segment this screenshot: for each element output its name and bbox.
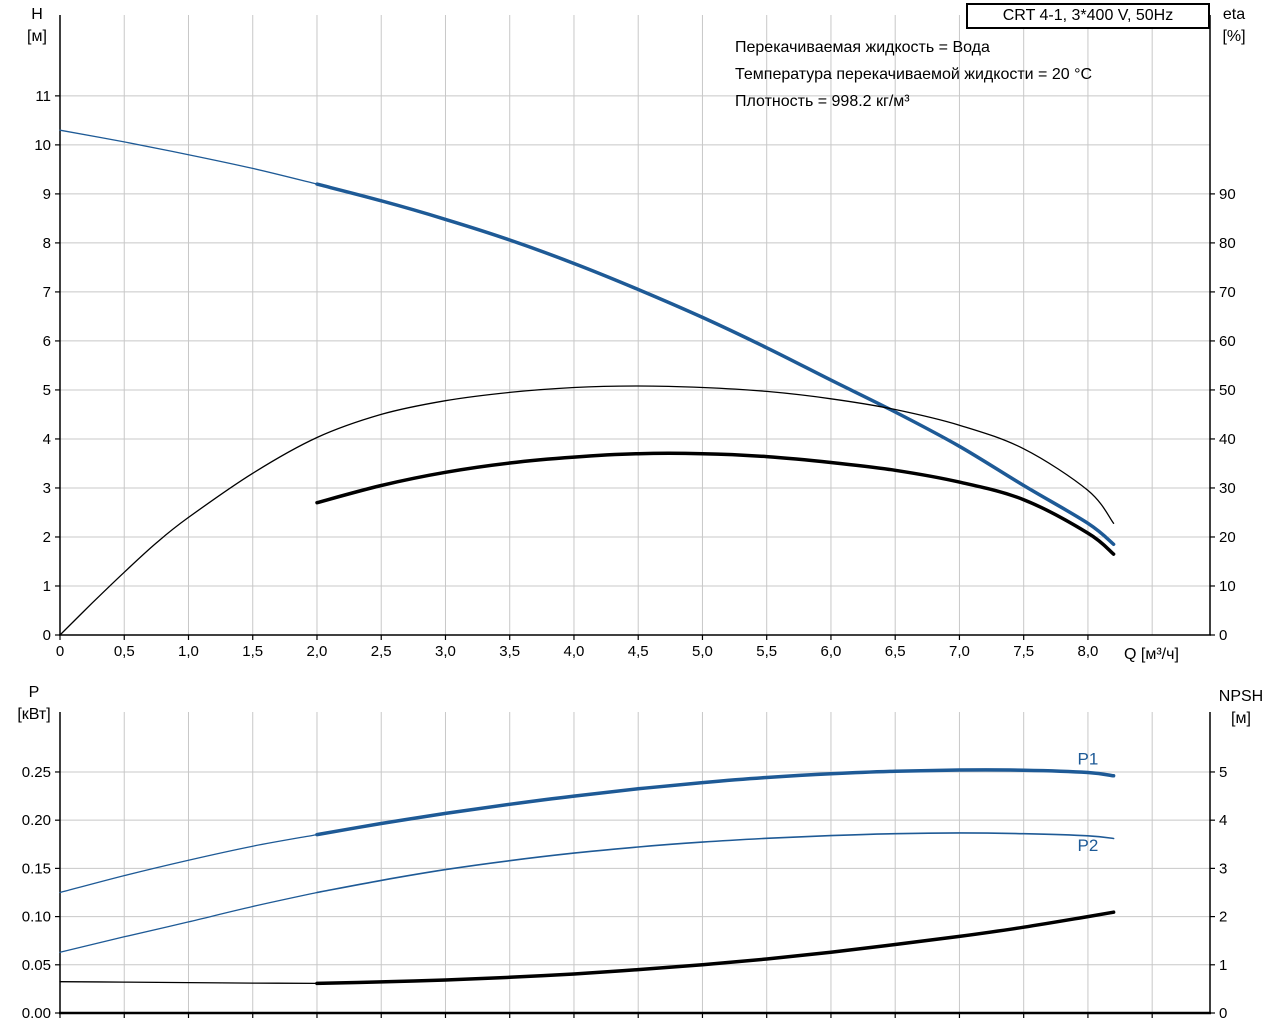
eta-pump-motor-curve xyxy=(315,451,1116,556)
right-axis-tick-label: 20 xyxy=(1219,529,1236,546)
p2-curve xyxy=(316,832,1115,894)
x-tick-label: 4,5 xyxy=(628,643,649,660)
left-axis-tick-label: 9 xyxy=(43,186,51,203)
eta-pump-curve xyxy=(59,385,1115,636)
x-tick-label: 3,0 xyxy=(435,643,456,660)
x-tick-label: 1,5 xyxy=(242,643,263,660)
left-axis-tick-label: 7 xyxy=(43,284,51,301)
left-axis-tick-label: 1 xyxy=(43,578,51,595)
x-tick-label: 5,5 xyxy=(756,643,777,660)
p-axis-title: P [кВт] xyxy=(8,682,60,726)
npsh-axis-title: NPSH [м] xyxy=(1210,686,1272,730)
left-axis-tick-label: 0 xyxy=(43,627,51,644)
pump-model-text: CRT 4-1, 3*400 V, 50Hz xyxy=(1002,7,1174,24)
left-axis-tick-label: 0.05 xyxy=(22,957,51,974)
x-tick-label: 5,0 xyxy=(692,643,713,660)
eta-axis-label: eta xyxy=(1222,6,1246,23)
qh-eta-chart: 0 0,5 1,0 1,5 2,0 2,5 3,0 3,5 4,0 4,5 5,0 5,5 6,0 6,5… xyxy=(34,15,1236,660)
liquid-info: Перекачиваемая жидкость = Вода Температу… xyxy=(735,34,1092,115)
left-axis-tick-label: 4 xyxy=(43,431,51,448)
left-axis-tick-label: 10 xyxy=(34,137,51,154)
npsh-axis-unit: [м] xyxy=(1231,710,1251,727)
head-curve-extrapolated xyxy=(59,129,318,185)
left-axis-tick-label: 0.20 xyxy=(22,812,51,829)
right-axis-tick-label: 0 xyxy=(1219,1005,1227,1022)
npsh-curve-extrapolated xyxy=(59,981,318,985)
left-axis-tick-label: 0.00 xyxy=(22,1005,51,1022)
right-axis-tick-label: 80 xyxy=(1219,235,1236,252)
p2-curve-extrapolated xyxy=(59,891,318,953)
pump-model-box: CRT 4-1, 3*400 V, 50Hz xyxy=(966,3,1210,29)
q-axis-title: Q [м³/ч] xyxy=(1124,646,1179,663)
npsh-curve xyxy=(315,910,1116,986)
x-tick-label: 7,0 xyxy=(949,643,970,660)
x-tick-label: 7,5 xyxy=(1013,643,1034,660)
x-tick-label: 0 xyxy=(56,643,64,660)
right-axis-tick-label: 1 xyxy=(1219,957,1227,974)
left-axis-tick-label: 2 xyxy=(43,529,51,546)
x-tick-label: 4,0 xyxy=(564,643,585,660)
x-tick-label: 2,5 xyxy=(371,643,392,660)
p2-label: P2 xyxy=(1078,836,1099,855)
h-axis-label: H xyxy=(31,6,43,23)
right-axis-tick-label: 40 xyxy=(1219,431,1236,448)
p1-label: P1 xyxy=(1078,749,1099,768)
eta-axis-title: eta [%] xyxy=(1206,4,1262,48)
right-axis-tick-label: 5 xyxy=(1219,764,1227,781)
x-tick-label: 1,0 xyxy=(178,643,199,660)
right-axis-tick-label: 10 xyxy=(1219,578,1236,595)
power-npsh-chart: 0.00 0.05 0.10 0.15 0.20 0.25 0 1 2 3 4 5 P1 P2 xyxy=(22,712,1227,1022)
x-tick-label: 8,0 xyxy=(1078,643,1099,660)
x-tick-label: 6,5 xyxy=(885,643,906,660)
x-tick-label: 3,5 xyxy=(499,643,520,660)
p-axis-unit: [кВт] xyxy=(17,706,51,723)
h-axis-unit: [м] xyxy=(27,28,47,45)
left-axis-tick-label: 0.15 xyxy=(22,860,51,877)
x-tick-label: 6,0 xyxy=(821,643,842,660)
right-axis-tick-label: 90 xyxy=(1219,186,1236,203)
left-axis-tick-label: 8 xyxy=(43,235,51,252)
x-tick-label: 2,0 xyxy=(307,643,328,660)
right-axis-tick-label: 50 xyxy=(1219,382,1236,399)
h-axis-title: H [м] xyxy=(14,4,60,48)
left-axis-tick-label: 5 xyxy=(43,382,51,399)
right-axis-tick-label: 30 xyxy=(1219,480,1236,497)
x-tick-label: 0,5 xyxy=(114,643,135,660)
right-axis-tick-label: 2 xyxy=(1219,909,1227,926)
left-axis-tick-label: 6 xyxy=(43,333,51,350)
p1-curve xyxy=(315,768,1116,837)
right-axis-tick-label: 3 xyxy=(1219,860,1227,877)
right-axis-tick-label: 60 xyxy=(1219,333,1236,350)
eta-axis-unit: [%] xyxy=(1222,28,1246,45)
left-axis-tick-label: 11 xyxy=(35,88,51,105)
left-axis-tick-label: 3 xyxy=(43,480,51,497)
liquid-temperature-line: Температура перекачиваемой жидкости = 20… xyxy=(735,66,1093,83)
right-axis-tick-label: 4 xyxy=(1219,812,1227,829)
liquid-type-line: Перекачиваемая жидкость = Вода xyxy=(735,39,990,56)
liquid-density-line: Плотность = 998.2 кг/м³ xyxy=(735,93,910,110)
left-axis-tick-label: 0.10 xyxy=(22,909,51,926)
left-axis-tick-label: 0.25 xyxy=(22,764,51,781)
right-axis-tick-label: 0 xyxy=(1219,627,1227,644)
head-curve xyxy=(315,182,1116,547)
p-axis-label: P xyxy=(28,684,40,701)
npsh-axis-label: NPSH xyxy=(1218,688,1264,705)
right-axis-tick-label: 70 xyxy=(1219,284,1236,301)
p1-curve-extrapolated xyxy=(59,833,318,894)
